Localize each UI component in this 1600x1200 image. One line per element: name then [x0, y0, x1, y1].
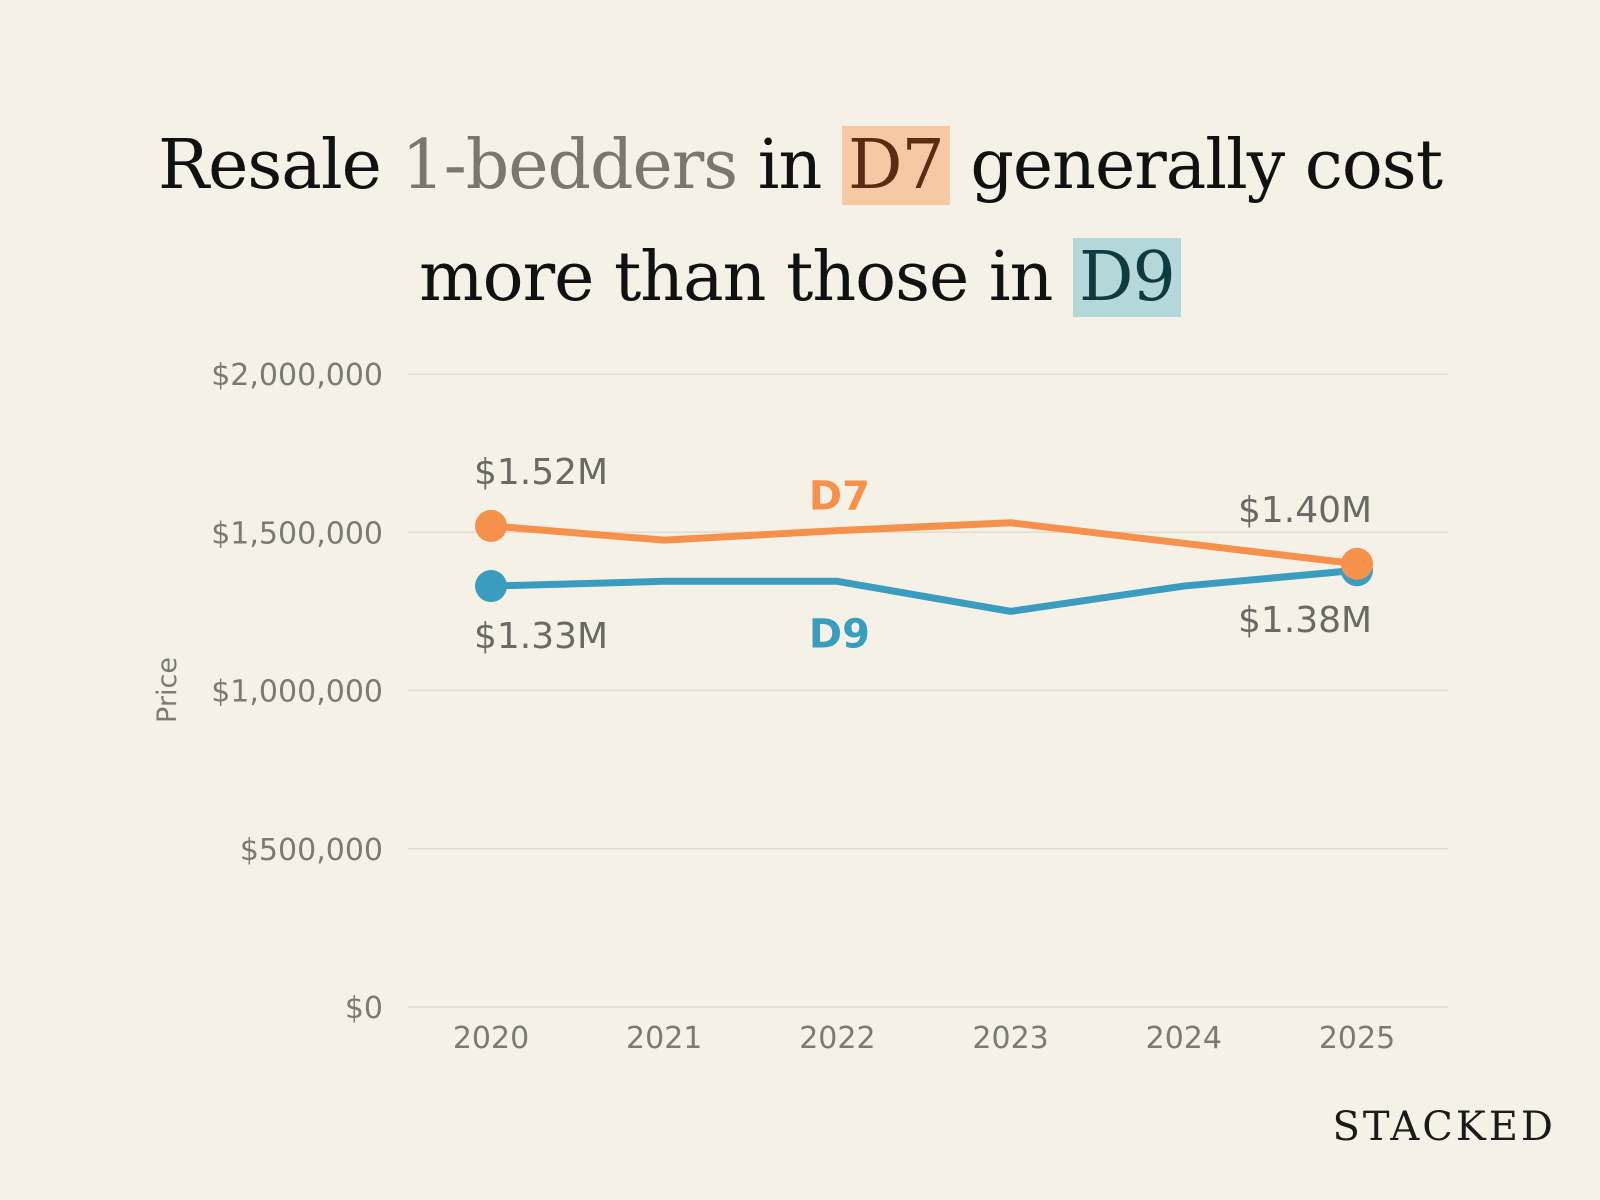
x-tick-label: 2023 — [972, 1021, 1048, 1056]
title-word-cost: generally cost — [970, 126, 1443, 205]
x-tick-label: 2022 — [799, 1021, 875, 1056]
data-point-d7 — [475, 509, 507, 542]
data-label: $1.40M — [1238, 490, 1372, 531]
title-word-bedders: 1-bedders — [401, 126, 738, 205]
title-highlight-d7: D7 — [841, 126, 950, 205]
y-tick-label: $2,000,000 — [211, 358, 383, 393]
chart-title: Resale 1-bedders in D7 generally cost mo… — [0, 110, 1600, 334]
title-highlight-d9: D9 — [1073, 238, 1181, 317]
series-lines — [475, 509, 1373, 615]
data-point-d9 — [475, 570, 507, 603]
brand-logo: STACKED — [1332, 1104, 1556, 1150]
title-line-1: Resale 1-bedders in D7 generally cost — [0, 110, 1600, 222]
x-tick-label: 2024 — [1146, 1021, 1222, 1056]
y-tick-label: $0 — [345, 991, 383, 1026]
series-line-d7 — [487, 519, 1361, 568]
x-axis-ticks: 2020 2021 2022 2023 2024 2025 — [453, 1021, 1395, 1056]
data-label: $1.38M — [1238, 600, 1372, 641]
title-line-2: more than those in D9 — [0, 222, 1600, 334]
y-tick-label: $1,000,000 — [211, 675, 383, 710]
title-word-in: in — [757, 126, 823, 205]
title-phrase-more-than: more than those in — [419, 238, 1053, 317]
y-axis-ticks: $0 $500,000 $1,000,000 $1,500,000 $2,000,000 — [211, 358, 383, 1026]
y-tick-label: $1,500,000 — [211, 516, 383, 551]
series-label-d9: D9 — [809, 611, 870, 657]
value-annotations: $1.52M $1.40M $1.33M $1.38M D7 D9 — [474, 452, 1372, 657]
data-label: $1.52M — [474, 452, 608, 493]
data-label: $1.33M — [474, 616, 608, 657]
x-tick-label: 2025 — [1319, 1021, 1395, 1056]
series-line-d9 — [487, 566, 1361, 615]
y-tick-label: $500,000 — [240, 833, 383, 868]
data-point-d7 — [1341, 547, 1373, 580]
x-tick-label: 2021 — [626, 1021, 702, 1056]
y-axis-label: Price — [152, 657, 183, 723]
x-tick-label: 2020 — [453, 1021, 529, 1056]
title-word-resale: Resale — [157, 126, 382, 205]
series-label-d7: D7 — [809, 474, 870, 520]
